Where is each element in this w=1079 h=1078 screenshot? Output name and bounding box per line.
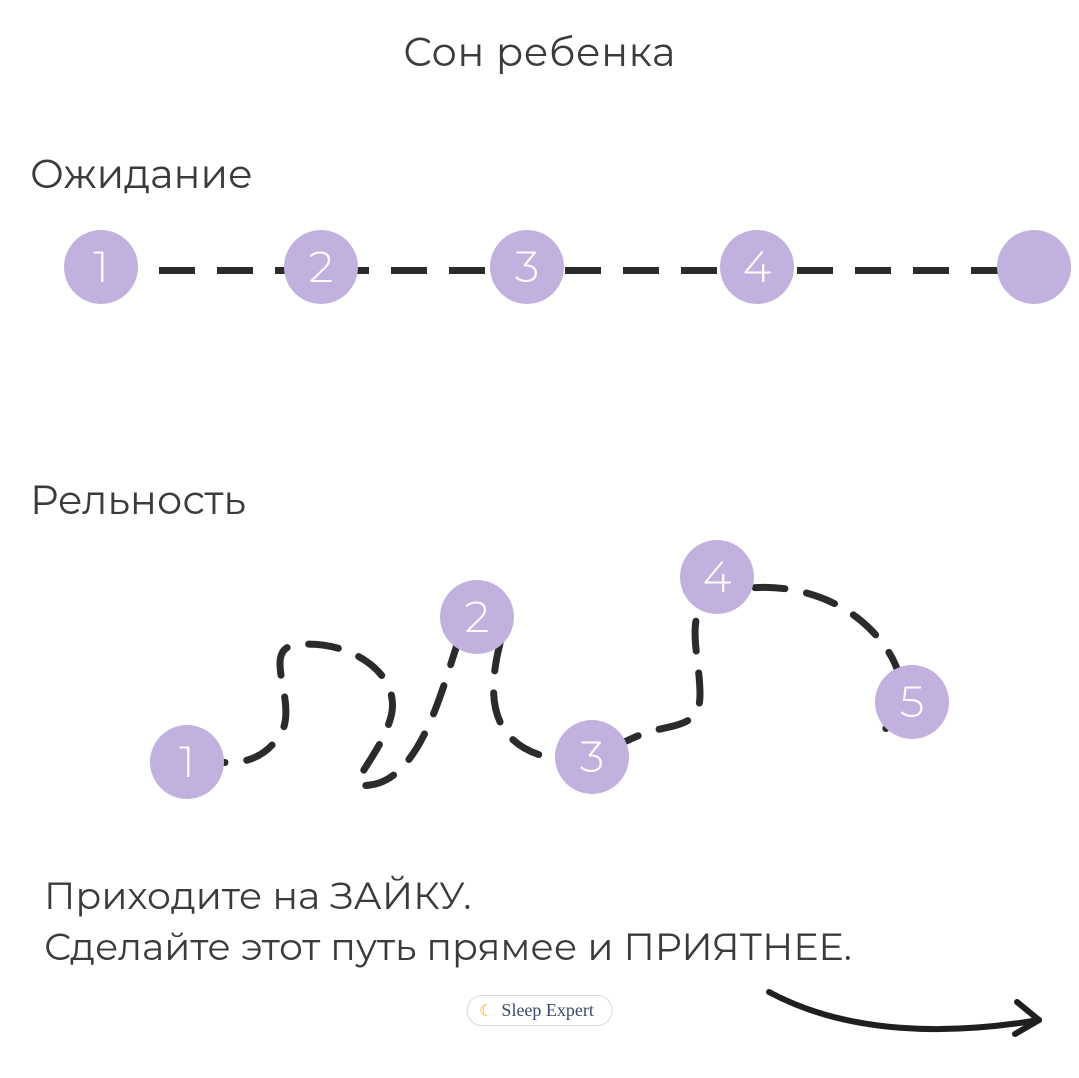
reality-nodes-layer: 12345 — [0, 530, 1079, 850]
expectation-dashed-line — [101, 267, 1034, 274]
expectation-node-2: 2 — [284, 230, 358, 304]
reality-node-2: 2 — [440, 580, 514, 654]
reality-node-4: 4 — [680, 540, 754, 614]
expectation-node-4: 4 — [720, 230, 794, 304]
page-title: Сон ребенка — [0, 28, 1079, 77]
cta-line-2: Сделайте этот путь прямее и ПРИЯТНЕЕ. — [44, 921, 852, 972]
expectation-node-5 — [997, 230, 1071, 304]
logo-text: Sleep Expert — [501, 1000, 593, 1021]
reality-node-1: 1 — [150, 725, 224, 799]
reality-label: Рельность — [30, 476, 246, 525]
reality-node-3: 3 — [555, 720, 629, 794]
expectation-node-1: 1 — [64, 230, 138, 304]
expectation-label: Ожидание — [30, 150, 253, 199]
cta-text: Приходите на ЗАЙКУ. Сделайте этот путь п… — [44, 870, 852, 973]
reality-node-5: 5 — [875, 665, 949, 739]
cta-line-1: Приходите на ЗАЙКУ. — [44, 870, 852, 921]
moon-icon: ☾ — [479, 1001, 493, 1021]
arrow-icon — [759, 980, 1059, 1060]
expectation-row: 1 2 3 4 — [32, 230, 1047, 310]
expectation-node-3: 3 — [490, 230, 564, 304]
logo-badge: ☾ Sleep Expert — [466, 995, 613, 1026]
